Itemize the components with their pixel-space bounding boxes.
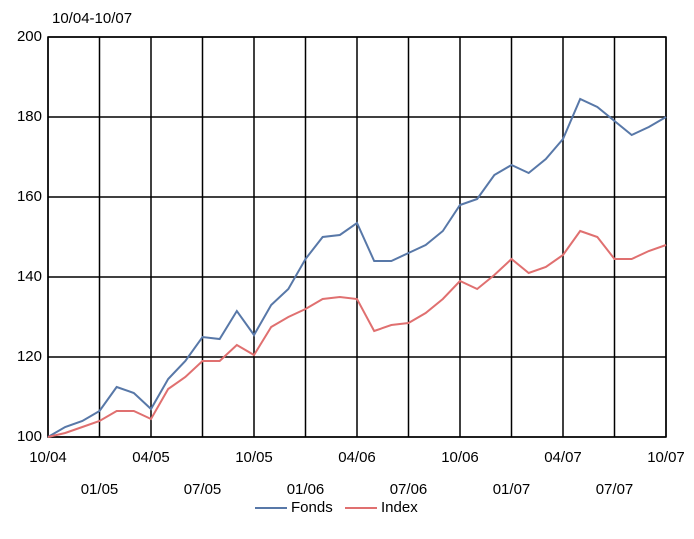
y-tick-label: 180 — [17, 108, 42, 125]
legend-label: Fonds — [291, 499, 333, 516]
chart-title: 10/04-10/07 — [52, 10, 132, 27]
x-tick-label: 07/07 — [596, 481, 634, 498]
x-tick-label: 04/05 — [132, 449, 170, 466]
y-tick-label: 160 — [17, 188, 42, 205]
x-tick-label: 01/06 — [287, 481, 325, 498]
x-tick-label: 01/07 — [493, 481, 531, 498]
x-tick-label: 10/05 — [235, 449, 273, 466]
plot-frame — [47, 36, 667, 438]
x-tick-label: 04/06 — [338, 449, 376, 466]
x-tick-label: 10/07 — [647, 449, 685, 466]
x-tick-label: 07/05 — [184, 481, 222, 498]
x-tick-label: 10/04 — [29, 449, 67, 466]
y-tick-label: 140 — [17, 268, 42, 285]
y-tick-label: 100 — [17, 428, 42, 445]
x-tick-label: 04/07 — [544, 449, 582, 466]
line-series — [47, 97, 667, 438]
x-tick-label: 07/06 — [390, 481, 428, 498]
y-tick-label: 200 — [17, 28, 42, 45]
y-tick-label: 120 — [17, 348, 42, 365]
line-series — [47, 229, 667, 438]
legend-label: Index — [381, 499, 418, 516]
x-tick-label: 01/05 — [81, 481, 119, 498]
x-tick-label: 10/06 — [441, 449, 479, 466]
